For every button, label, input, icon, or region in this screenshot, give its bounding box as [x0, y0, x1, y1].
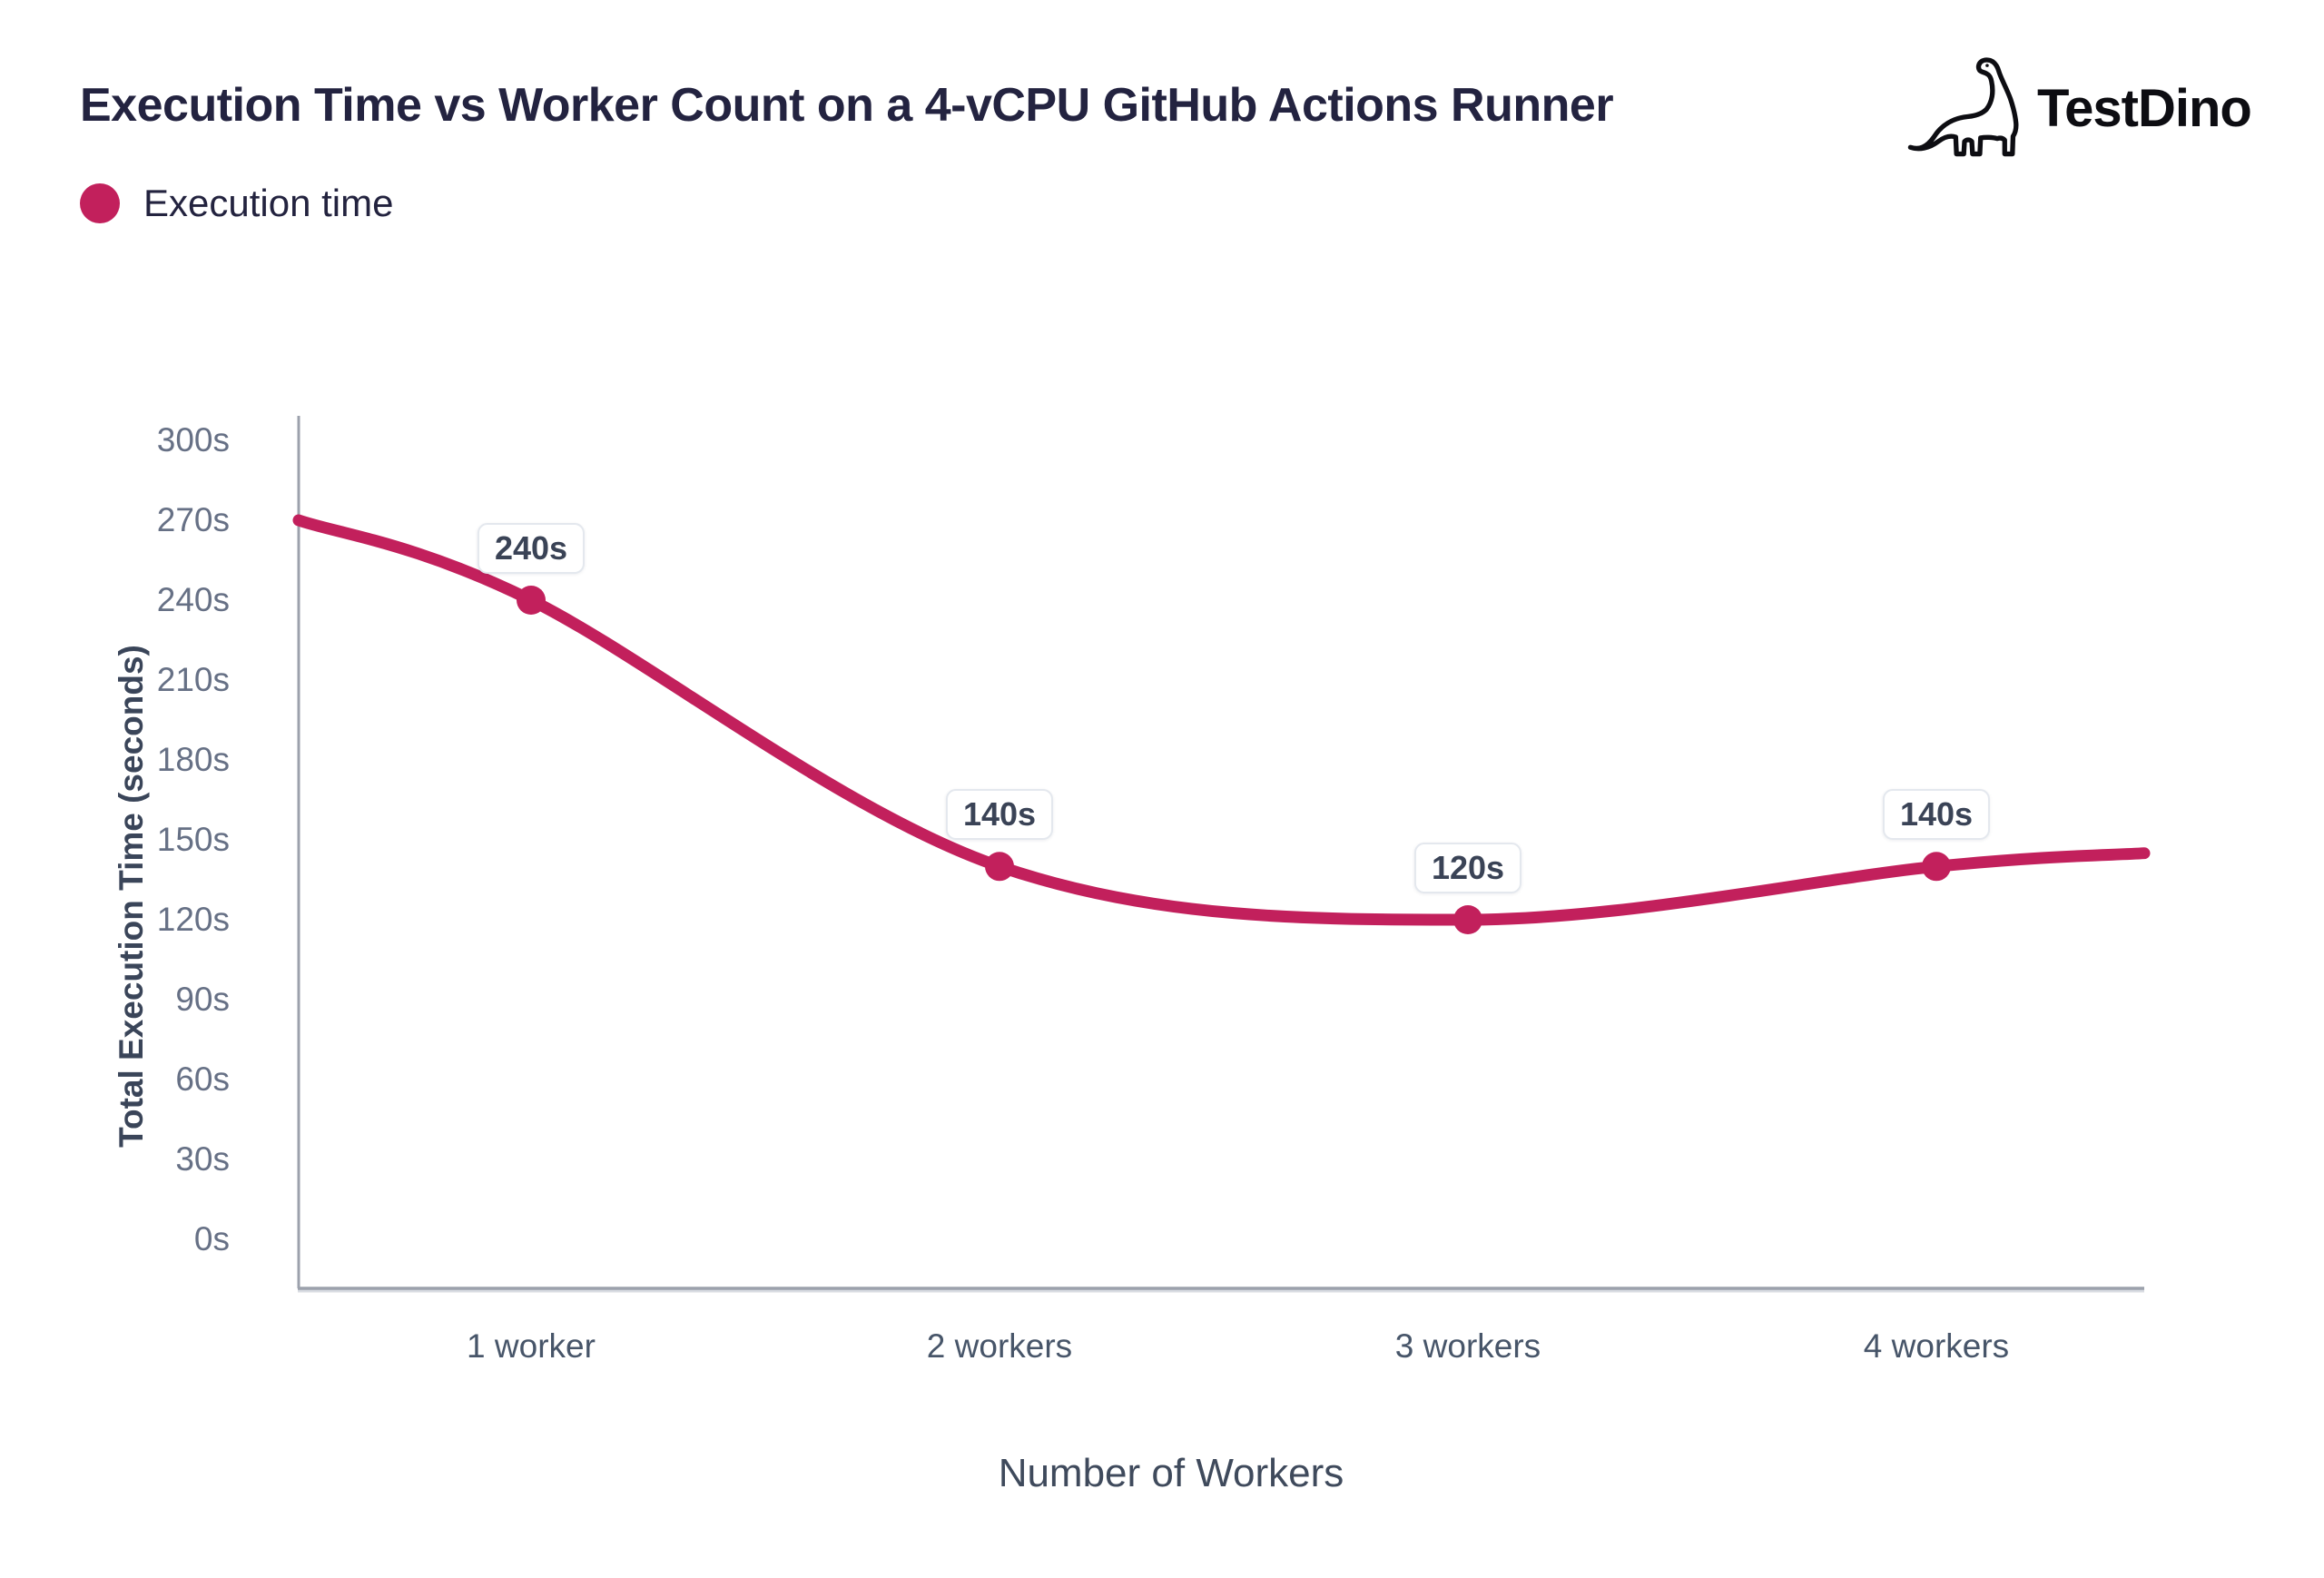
data-point-label: 120s — [1413, 843, 1522, 893]
data-point-dot[interactable] — [985, 852, 1014, 882]
y-tick-label: 60s — [175, 1060, 230, 1098]
y-tick-label: 0s — [193, 1220, 230, 1257]
x-tick-label: 4 workers — [1863, 1327, 2010, 1365]
x-axis-title: Number of Workers — [998, 1451, 1344, 1495]
y-tick-label: 90s — [175, 981, 230, 1018]
brand-logo: TestDino — [1905, 53, 2252, 163]
page-title: Execution Time vs Worker Count on a 4-vC… — [80, 79, 1614, 132]
data-point-dot[interactable] — [1922, 852, 1951, 882]
legend-item-label: Execution time — [143, 182, 394, 224]
y-tick-label: 270s — [156, 501, 230, 538]
x-tick-label: 1 worker — [467, 1327, 596, 1365]
y-tick-label: 210s — [156, 661, 230, 698]
x-tick-label: 3 workers — [1394, 1327, 1541, 1365]
x-tick-label: 2 workers — [926, 1327, 1073, 1365]
y-tick-label: 240s — [156, 581, 230, 618]
dinosaur-icon — [1905, 53, 2024, 163]
legend-marker-dot — [80, 183, 120, 223]
legend-item-execution-time[interactable]: Execution time — [80, 182, 393, 225]
y-tick-label: 180s — [156, 741, 230, 778]
data-point-dot[interactable] — [1453, 905, 1482, 934]
data-point-label: 240s — [477, 523, 586, 574]
y-tick-label: 30s — [175, 1140, 230, 1178]
y-tick-label: 150s — [156, 821, 230, 858]
brand-name: TestDino — [2037, 78, 2252, 138]
y-tick-label: 120s — [156, 901, 230, 938]
y-tick-label: 300s — [156, 421, 230, 459]
data-point-label: 140s — [945, 789, 1054, 841]
series-line-execution-time — [292, 514, 2151, 926]
data-point-label: 140s — [1882, 789, 1991, 841]
legend: Execution time — [80, 182, 393, 225]
data-point-dot[interactable] — [517, 586, 546, 615]
